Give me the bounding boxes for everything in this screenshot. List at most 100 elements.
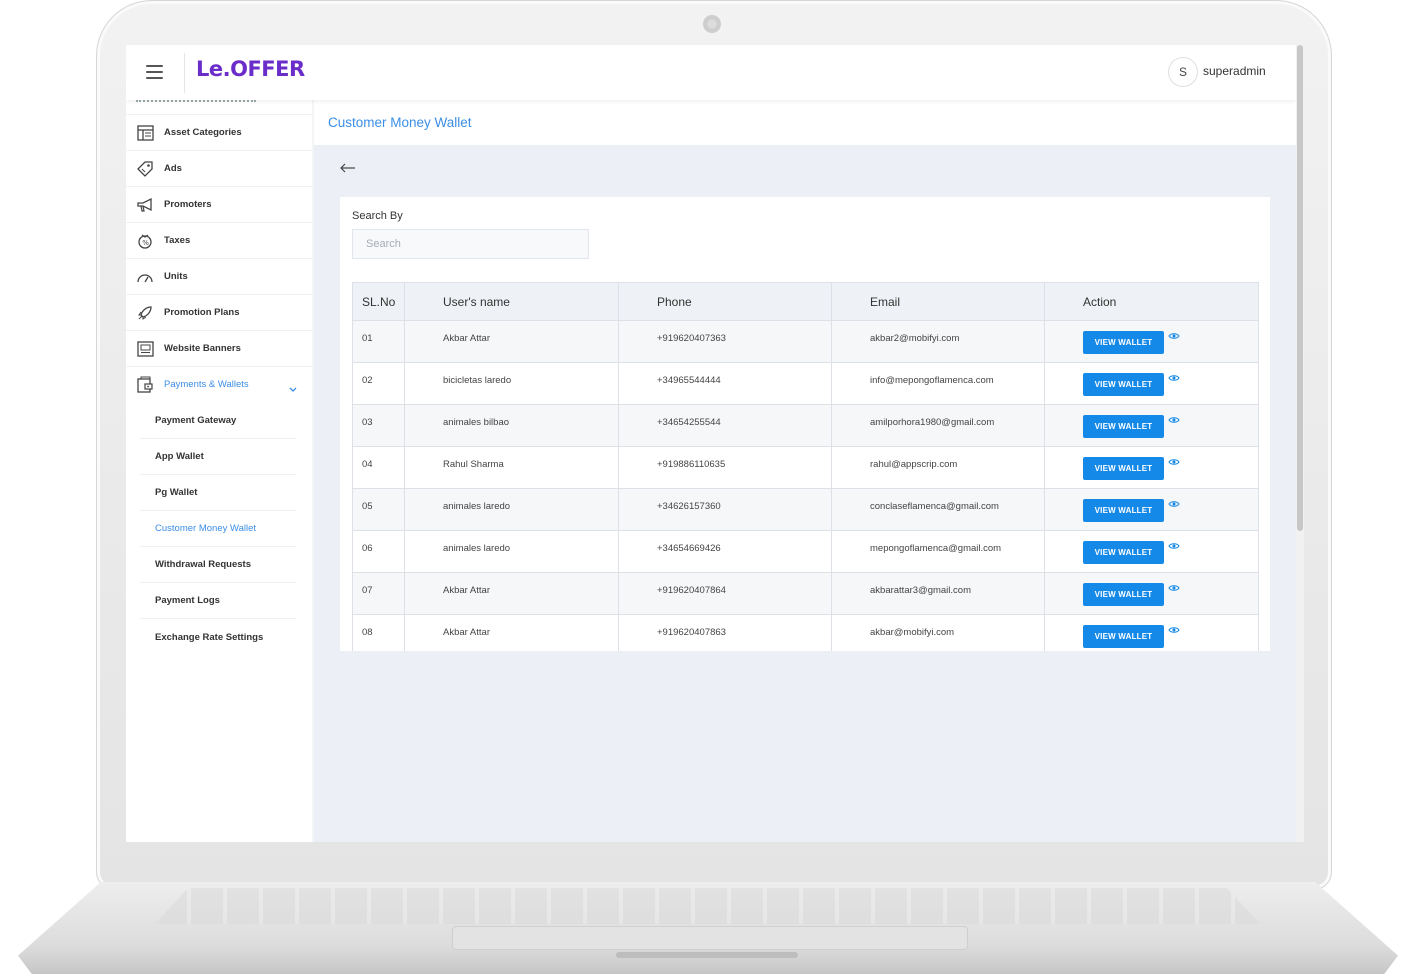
sidebar-item-taxes[interactable]: % Taxes [126, 222, 313, 258]
sidebar-item-ads[interactable]: Ads [126, 150, 313, 186]
sidebar-scrollbar[interactable] [312, 100, 314, 842]
eye-icon[interactable] [1168, 374, 1180, 385]
cell-sl-no: 02 [352, 362, 405, 405]
cell-email: akbar2@mobifyi.com [831, 320, 1045, 363]
cell-action: VIEW WALLET [1044, 530, 1259, 573]
sidebar-item-promotion-plans[interactable]: Promotion Plans [126, 294, 313, 330]
sidebar-item-promoters[interactable]: Promoters [126, 186, 313, 222]
view-wallet-button[interactable]: VIEW WALLET [1083, 583, 1164, 606]
sidebar-item-label: Promoters [164, 199, 212, 210]
megaphone-icon [136, 196, 154, 214]
sidebar-subitem-app-wallet[interactable]: App Wallet [140, 439, 296, 475]
view-wallet-button[interactable]: VIEW WALLET [1083, 331, 1164, 354]
sidebar-subitem-exchange-rate-settings[interactable]: Exchange Rate Settings [140, 619, 296, 655]
back-arrow-icon[interactable] [340, 160, 356, 178]
cell-email: mepongoflamenca@gmail.com [831, 530, 1045, 573]
table-row: 02 bicicletas laredo +34965544444 info@mepo… [352, 362, 1259, 405]
page-scrollbar[interactable] [1296, 45, 1304, 842]
cell-action: VIEW WALLET [1044, 572, 1259, 615]
table-row: 01 Akbar Attar +919620407363 akbar2@mobifyi… [352, 320, 1259, 363]
cell-action: VIEW WALLET [1044, 446, 1259, 489]
sidebar: Asset Categories Ads Promoters % Taxes U… [126, 100, 314, 842]
search-label: Search By [352, 210, 403, 222]
cell-sl-no: 08 [352, 614, 405, 651]
asset-categories-icon [136, 124, 154, 142]
cell-email: rahul@appscrip.com [831, 446, 1045, 489]
search-input[interactable] [352, 229, 589, 259]
sidebar-item-label: Asset Categories [164, 127, 242, 138]
cell-email: amilporhora1980@gmail.com [831, 404, 1045, 447]
column-header-sl-no: SL.No [352, 282, 405, 321]
sidebar-subitem-payment-logs[interactable]: Payment Logs [140, 583, 296, 619]
sidebar-item-label: Ads [164, 163, 182, 174]
view-wallet-button[interactable]: VIEW WALLET [1083, 541, 1164, 564]
cell-sl-no: 05 [352, 488, 405, 531]
cell-sl-no: 01 [352, 320, 405, 363]
menu-toggle-icon[interactable] [146, 65, 163, 79]
gauge-icon [136, 268, 154, 286]
table-row: 07 Akbar Attar +919620407864 akbarattar3@gm… [352, 572, 1259, 615]
sidebar-subitem-label: Payment Gateway [155, 415, 237, 426]
sidebar-item-partial [126, 100, 313, 114]
cell-sl-no: 04 [352, 446, 405, 489]
eye-icon[interactable] [1168, 332, 1180, 343]
eye-icon[interactable] [1168, 584, 1180, 595]
eye-icon[interactable] [1168, 458, 1180, 469]
laptop-base-lip [616, 952, 798, 958]
column-header-email: Email [831, 282, 1045, 321]
cell-email: conclaseflamenca@gmail.com [831, 488, 1045, 531]
table-row: 08 Akbar Attar +919620407863 akbar@mobifyi.… [352, 614, 1259, 651]
cell-sl-no: 07 [352, 572, 405, 615]
view-wallet-button[interactable]: VIEW WALLET [1083, 499, 1164, 522]
eye-icon[interactable] [1168, 500, 1180, 511]
table-row: 06 animales laredo +34654669426 mepongoflam… [352, 530, 1259, 573]
cell-user-name: animales laredo [404, 530, 619, 573]
sidebar-subitem-pg-wallet[interactable]: Pg Wallet [140, 475, 296, 511]
view-wallet-button[interactable]: VIEW WALLET [1083, 457, 1164, 480]
column-header-phone: Phone [618, 282, 832, 321]
sidebar-item-units[interactable]: Units [126, 258, 313, 294]
sidebar-item-label: Taxes [164, 235, 191, 246]
user-avatar[interactable]: S [1168, 57, 1198, 87]
cell-action: VIEW WALLET [1044, 614, 1259, 651]
view-wallet-button[interactable]: VIEW WALLET [1083, 415, 1164, 438]
eye-icon[interactable] [1168, 542, 1180, 553]
wallets-table: SL.No User's name Phone Email Action 01 A… [352, 282, 1259, 651]
cell-action: VIEW WALLET [1044, 362, 1259, 405]
view-wallet-button[interactable]: VIEW WALLET [1083, 373, 1164, 396]
eye-icon[interactable] [1168, 416, 1180, 427]
user-name[interactable]: superadmin [1203, 64, 1266, 78]
cell-phone: +919886110635 [618, 446, 832, 489]
sidebar-subitem-label: Pg Wallet [155, 487, 198, 498]
table-row: 04 Rahul Sharma +919886110635 rahul@appscri… [352, 446, 1259, 489]
cell-email: info@mepongoflamenca.com [831, 362, 1045, 405]
eye-icon[interactable] [1168, 626, 1180, 637]
sidebar-item-asset-categories[interactable]: Asset Categories [126, 114, 313, 150]
camera-icon [703, 15, 721, 33]
banner-icon [136, 340, 154, 358]
sidebar-item-label: Units [164, 271, 188, 282]
view-wallet-button[interactable]: VIEW WALLET [1083, 625, 1164, 648]
cell-phone: +34654669426 [618, 530, 832, 573]
sidebar-subitem-label: Payment Logs [155, 595, 220, 606]
cell-action: VIEW WALLET [1044, 320, 1259, 363]
sidebar-item-website-banners[interactable]: Website Banners [126, 330, 313, 366]
cell-user-name: animales laredo [404, 488, 619, 531]
cell-phone: +919620407863 [618, 614, 832, 651]
sidebar-subitem-payment-gateway[interactable]: Payment Gateway [140, 403, 296, 439]
chevron-down-icon[interactable] [289, 380, 297, 398]
cell-sl-no: 06 [352, 530, 405, 573]
wallet-list-card: Search By SL.No User's name Phone Email … [340, 197, 1270, 651]
svg-text:%: % [142, 239, 149, 247]
cell-email: akbarattar3@gmail.com [831, 572, 1045, 615]
scrollbar-thumb[interactable] [1297, 45, 1303, 531]
sidebar-subitem-customer-money-wallet[interactable]: Customer Money Wallet [140, 511, 296, 547]
sidebar-subitem-withdrawal-requests[interactable]: Withdrawal Requests [140, 547, 296, 583]
sidebar-item-payments-wallets[interactable]: Payments & Wallets [126, 366, 313, 402]
app-logo[interactable]: Le.OFFER [196, 57, 305, 81]
table-body: 01 Akbar Attar +919620407363 akbar2@mobifyi… [352, 320, 1259, 651]
cell-action: VIEW WALLET [1044, 404, 1259, 447]
table-row: 03 animales bilbao +34654255544 amilporhora… [352, 404, 1259, 447]
page-title: Customer Money Wallet [328, 115, 472, 130]
column-header-action: Action [1044, 282, 1259, 321]
